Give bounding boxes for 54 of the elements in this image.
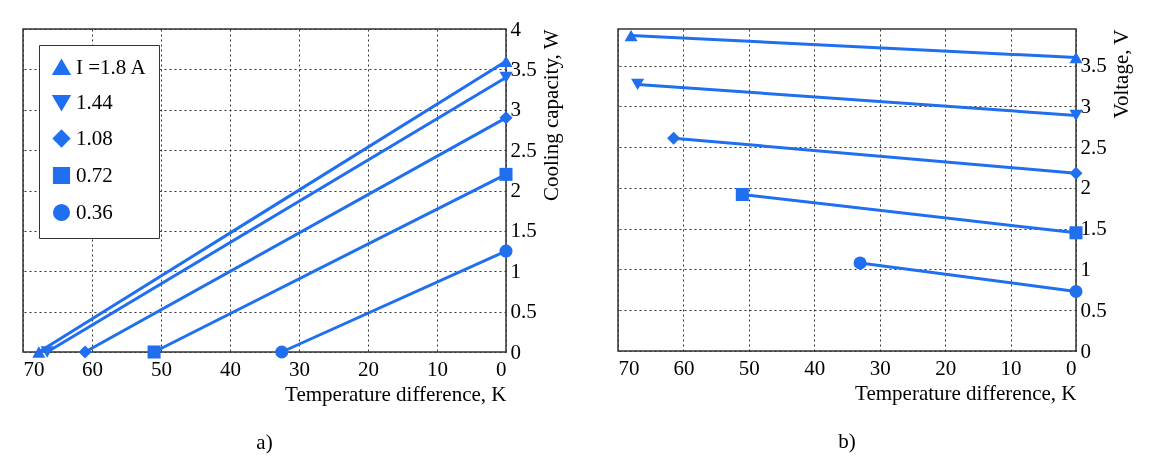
y-tick-label: 0 [1080,338,1091,363]
point [499,111,513,125]
x-tick-label: 20 [358,356,379,381]
x-tick-label: 20 [935,355,957,380]
y-tick-label: 3.5 [1080,53,1107,78]
y-tick-label: 1 [510,258,521,283]
point [853,256,867,270]
y-tick-label: 1.5 [1080,216,1107,241]
point [1069,226,1083,240]
y-tick-label: 3 [1080,93,1091,118]
x-tick-label: 30 [289,356,310,381]
point [78,345,92,359]
x-tick-label: 10 [1000,355,1022,380]
y-tick-label: 2.5 [1080,134,1107,159]
y-tick-label: 0.5 [510,299,537,324]
point [1069,166,1083,180]
x-axis-title: Temperature difference, K [285,381,507,406]
x-tick-label: 60 [82,356,103,381]
y-tick-label: 1 [1080,256,1091,281]
legend-label: I =1.8 A [76,54,147,79]
y-axis-title: Voltage, V [1108,29,1133,119]
x-tick-label: 10 [427,356,448,381]
y-tick-label: 0 [510,339,521,364]
y-tick-label: 0.5 [1080,297,1107,322]
y-tick-label: 2.5 [510,137,537,162]
point [147,345,161,359]
x-tick-label: 30 [869,355,891,380]
legend-label: 1.08 [76,125,113,150]
x-tick-label: 50 [738,355,760,380]
x-tick-label: 70 [23,356,45,381]
y-tick-label: 3.5 [510,56,537,81]
x-tick-label: 40 [220,356,241,381]
y-tick-label: 1.5 [510,218,537,243]
x-tick-label: 60 [673,355,695,380]
y-tick-label: 3 [510,97,521,122]
x-tick-label: 70 [618,355,640,380]
legend-label: 0.72 [76,162,113,187]
x-axis-title: Temperature difference, K [855,380,1077,405]
legend-label: 0.36 [76,199,113,224]
x-tick-label: 40 [804,355,826,380]
x-tick-label: 50 [151,356,172,381]
point [275,345,289,359]
y-tick-label: 2 [510,178,521,202]
point [667,131,681,145]
legend-label: 1.44 [76,89,114,114]
y-axis-title: Cooling capacity, W [538,29,563,201]
y-tick-label: 2 [1080,175,1091,200]
y-tick-label: 4 [510,16,522,41]
text: a) [256,430,273,454]
point [499,167,513,181]
point [499,244,513,258]
point [1069,284,1083,298]
point [735,187,749,201]
text: b) [838,429,856,453]
